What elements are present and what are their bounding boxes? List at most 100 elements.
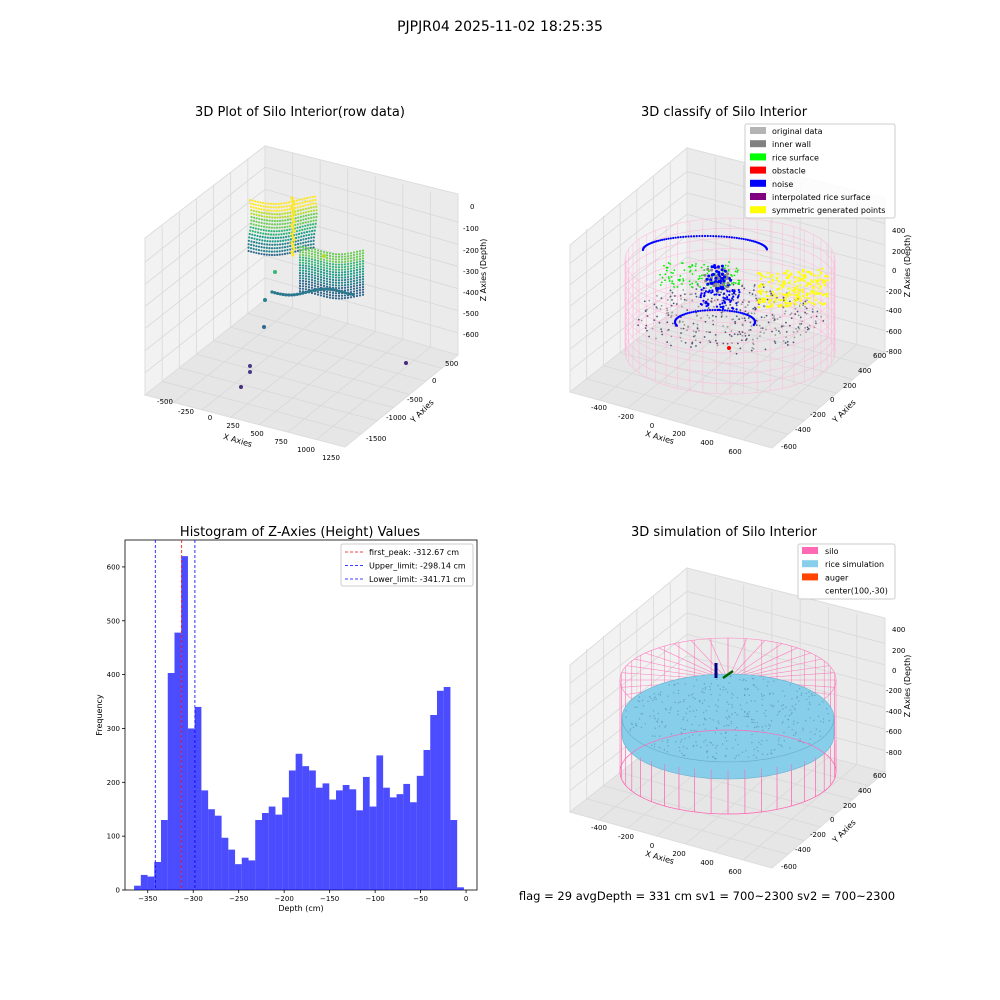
symmetric-generated-point <box>763 300 766 304</box>
raw-point <box>325 254 329 257</box>
original-data-point <box>648 299 651 302</box>
raw-point <box>307 286 311 289</box>
raw-point <box>316 283 320 286</box>
rice-sim-point <box>736 697 739 699</box>
original-data-point <box>704 320 707 323</box>
raw-point <box>248 198 252 202</box>
rice-sim-point <box>794 708 796 711</box>
classify-y-tick: -400 <box>795 426 811 434</box>
noise-point <box>696 310 700 313</box>
histogram-x-tick-label: −300 <box>184 895 203 903</box>
rice-sim-point <box>756 710 758 713</box>
original-data-point <box>694 292 697 295</box>
raw-point <box>313 251 317 254</box>
original-data-point <box>785 321 787 324</box>
rice-sim-point <box>769 725 771 727</box>
original-data-point <box>680 298 682 300</box>
rice-surface-point <box>667 262 670 264</box>
raw-point <box>273 213 276 216</box>
raw-point <box>263 215 266 218</box>
classify-silo-wireframe <box>624 217 836 395</box>
symmetric-generated-point <box>808 300 811 304</box>
raw-point <box>284 239 287 242</box>
raw-point <box>346 262 350 266</box>
raw-outlier-point <box>248 364 252 368</box>
raw-point <box>270 247 274 250</box>
original-data-point <box>759 331 762 334</box>
rice-sim-point <box>734 739 737 741</box>
original-data-point <box>660 328 662 331</box>
original-data-point <box>748 301 750 303</box>
original-data-point <box>793 336 796 339</box>
raw-point <box>315 212 318 215</box>
raw-point <box>263 253 266 256</box>
noise-point <box>665 237 668 241</box>
rice-sim-point <box>763 678 765 680</box>
raw-point <box>309 220 312 223</box>
rice-sim-point <box>654 735 656 737</box>
original-data-point <box>691 299 694 302</box>
raw-point <box>294 213 297 216</box>
raw-point <box>346 252 350 255</box>
raw-point <box>263 249 266 253</box>
raw-point <box>352 274 356 277</box>
raw-point <box>358 263 362 266</box>
raw-point <box>303 197 306 200</box>
raw-point <box>328 283 332 286</box>
raw-point <box>292 247 296 251</box>
raw-point <box>331 263 335 266</box>
raw-point <box>318 287 322 291</box>
rice-sim-point <box>666 751 669 753</box>
original-data-point <box>679 294 682 297</box>
inner-wall-point <box>716 265 720 269</box>
original-data-point <box>804 327 807 329</box>
raw-point <box>355 289 359 292</box>
raw-outlier-point <box>262 325 266 329</box>
raw-point <box>297 219 300 223</box>
legend-label: rice surface <box>772 153 819 162</box>
raw-point <box>314 222 317 225</box>
histogram-bar <box>342 785 350 890</box>
rice-sim-point <box>677 683 679 685</box>
grid-line <box>569 591 688 684</box>
raw-point <box>290 241 294 245</box>
rice-surface-point <box>673 269 676 272</box>
rice-sim-point <box>808 696 810 698</box>
raw-point <box>302 215 305 218</box>
rice-surface-point <box>660 281 663 284</box>
raw-point <box>273 247 276 250</box>
raw-point <box>361 272 365 276</box>
raw-point <box>281 212 284 215</box>
grid-line <box>714 336 829 433</box>
original-data-point <box>755 324 758 327</box>
inner-wall-point <box>721 285 725 289</box>
raw-point <box>316 275 320 278</box>
raw-point <box>301 246 305 249</box>
rice-sim-point <box>699 734 701 736</box>
raw-point <box>334 297 338 300</box>
rice-sim-point <box>707 756 709 759</box>
grid-line <box>201 315 321 411</box>
symmetric-generated-point <box>813 287 816 290</box>
raw-point <box>319 255 323 258</box>
noise-point <box>748 239 751 242</box>
classify-plot-title: 3D classify of Silo Interior <box>641 105 808 120</box>
raw-point <box>325 280 329 283</box>
rice-sim-point <box>760 743 762 745</box>
original-data-point <box>670 314 673 317</box>
original-data-point <box>712 305 715 308</box>
symmetric-generated-point <box>788 304 792 307</box>
original-data-point <box>744 310 747 313</box>
rice-sim-point <box>652 710 655 712</box>
original-data-point <box>684 293 686 296</box>
symmetric-generated-point <box>808 292 812 295</box>
raw-point <box>301 279 305 283</box>
symmetric-generated-point <box>824 280 827 283</box>
original-data-point <box>696 327 699 330</box>
raw-point <box>252 209 255 212</box>
rice-sim-point <box>734 711 736 714</box>
original-data-point <box>811 310 814 313</box>
raw-point <box>349 267 353 270</box>
rice-sim-point <box>698 724 701 727</box>
